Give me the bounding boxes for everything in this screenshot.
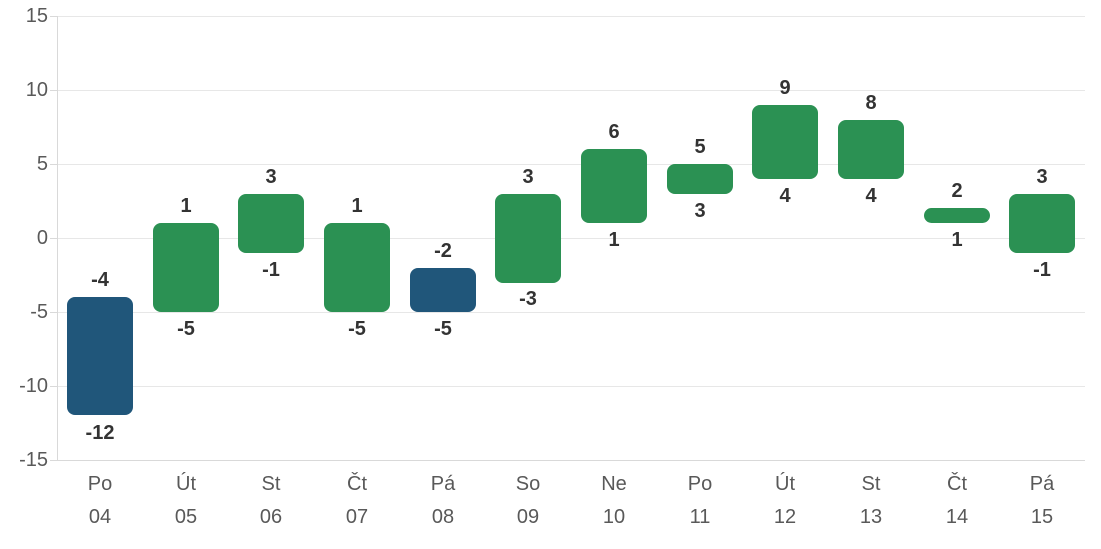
- y-axis-tick-label: 5: [36, 153, 48, 175]
- x-axis-day-label: Ne: [601, 473, 627, 495]
- range-bar-st-06: [238, 194, 304, 253]
- x-axis-date-label: 12: [773, 506, 797, 528]
- gridline-y-15: [57, 16, 1085, 17]
- y-tick-mark: [50, 238, 57, 239]
- x-axis-date-label: 13: [859, 506, 883, 528]
- x-axis-date-label: 09: [516, 506, 540, 528]
- low-value-label: 3: [694, 200, 706, 222]
- y-axis-tick-label: -5: [30, 301, 48, 323]
- x-axis-day-label: So: [515, 473, 541, 495]
- high-value-label: -4: [91, 269, 109, 291]
- range-bar-čt-14: [924, 208, 990, 223]
- high-value-label: 8: [865, 92, 877, 114]
- low-value-label: -1: [262, 259, 280, 281]
- low-value-label: 1: [608, 229, 620, 251]
- high-value-label: 1: [351, 195, 363, 217]
- y-axis-tick-label: -10: [19, 375, 48, 397]
- low-value-label: 1: [951, 229, 963, 251]
- range-bar-čt-07: [324, 223, 390, 312]
- high-value-label: 5: [694, 136, 706, 158]
- y-tick-mark: [50, 16, 57, 17]
- y-axis-tick-label: 0: [36, 227, 48, 249]
- x-axis-day-label: Po: [687, 473, 713, 495]
- high-value-label: 3: [265, 166, 277, 188]
- x-axis-date-label: 05: [174, 506, 198, 528]
- y-tick-mark: [50, 90, 57, 91]
- range-bar-pá-08: [410, 268, 476, 312]
- gridline-y-5: [57, 164, 1085, 165]
- range-bar-so-09: [495, 194, 561, 283]
- y-tick-mark: [50, 164, 57, 165]
- y-tick-mark: [50, 312, 57, 313]
- x-axis-day-label: St: [861, 473, 881, 495]
- y-axis-tick-label: 10: [25, 79, 48, 101]
- gridline-y--15: [57, 460, 1085, 461]
- range-bar-út-12: [752, 105, 818, 179]
- y-tick-mark: [50, 460, 57, 461]
- x-axis-date-label: 15: [1030, 506, 1054, 528]
- x-axis-date-label: 11: [689, 506, 711, 528]
- low-value-label: -5: [348, 318, 366, 340]
- low-value-label: 4: [865, 185, 877, 207]
- range-bar-út-05: [153, 223, 219, 312]
- x-axis-date-label: 07: [345, 506, 369, 528]
- low-value-label: 4: [779, 185, 791, 207]
- high-value-label: 3: [1036, 166, 1048, 188]
- range-bar-po-11: [667, 164, 733, 194]
- x-axis-day-label: Út: [176, 473, 196, 495]
- x-axis-date-label: 14: [945, 506, 969, 528]
- high-value-label: 3: [522, 166, 534, 188]
- gridline-y--10: [57, 386, 1085, 387]
- x-axis-date-label: 08: [431, 506, 455, 528]
- range-bar-pá-15: [1009, 194, 1075, 253]
- low-value-label: -3: [519, 288, 537, 310]
- x-axis-date-label: 06: [259, 506, 283, 528]
- range-bar-ne-10: [581, 149, 647, 223]
- y-axis-tick-label: 15: [25, 5, 48, 27]
- range-bar-po-04: [67, 297, 133, 415]
- gridline-y-10: [57, 90, 1085, 91]
- high-value-label: 1: [180, 195, 192, 217]
- x-axis-day-label: Po: [87, 473, 113, 495]
- high-value-label: 6: [608, 121, 620, 143]
- x-axis-day-label: Út: [775, 473, 795, 495]
- high-value-label: 2: [951, 180, 963, 202]
- low-value-label: -5: [177, 318, 195, 340]
- x-axis-day-label: St: [261, 473, 281, 495]
- range-bar-st-13: [838, 120, 904, 179]
- x-axis-date-label: 10: [602, 506, 626, 528]
- gridline-y-0: [57, 238, 1085, 239]
- x-axis-day-label: Pá: [430, 473, 456, 495]
- y-axis-line: [57, 16, 58, 460]
- low-value-label: -1: [1033, 259, 1051, 281]
- high-value-label: -2: [434, 240, 452, 262]
- x-axis-day-label: Čt: [347, 473, 367, 495]
- y-tick-mark: [50, 386, 57, 387]
- low-value-label: -5: [434, 318, 452, 340]
- x-axis-date-label: 04: [88, 506, 112, 528]
- low-value-label: -12: [85, 422, 115, 444]
- x-axis-day-label: Čt: [947, 473, 967, 495]
- x-axis-day-label: Pá: [1029, 473, 1055, 495]
- gridline-y--5: [57, 312, 1085, 313]
- y-axis-tick-label: -15: [19, 449, 48, 471]
- high-value-label: 9: [779, 77, 791, 99]
